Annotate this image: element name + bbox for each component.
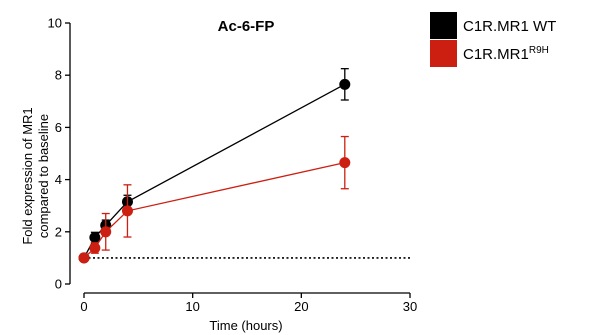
x-tick-label-10: 10	[185, 299, 199, 314]
legend: C1R.MR1 WT C1R.MR1R9H	[430, 12, 556, 67]
series-1-point-1	[89, 242, 101, 254]
series-1-point-0	[78, 252, 90, 264]
legend-swatch-r9h	[430, 40, 457, 67]
legend-label-r9h-superscript: R9H	[529, 45, 549, 56]
series-0-point-1	[89, 232, 101, 244]
y-tick-label-4: 4	[55, 172, 62, 187]
x-axis-title: Time (hours)	[209, 318, 282, 333]
y-tick-label-8: 8	[55, 68, 62, 83]
legend-swatch-wt	[430, 12, 457, 39]
x-tick-label-0: 0	[80, 299, 87, 314]
series-0	[78, 68, 351, 264]
series-1-point-3	[121, 205, 133, 217]
y-axis-title-line-2: compared to baseline	[36, 114, 51, 238]
y-axis-title-line-1: Fold expression of MR1	[20, 107, 35, 244]
y-axis-title: Fold expression of MR1 compared to basel…	[20, 107, 51, 244]
y-tick-label-0: 0	[55, 277, 62, 292]
axes: 0 2 4 6 8 10 0 10 20 30	[48, 16, 418, 315]
legend-label-r9h: C1R.MR1R9H	[463, 45, 549, 63]
legend-label-wt: C1R.MR1 WT	[463, 18, 556, 35]
series-1-point-2	[100, 226, 112, 238]
plot-area	[78, 68, 410, 264]
series-1	[78, 135, 351, 264]
y-tick-label-2: 2	[55, 224, 62, 239]
x-tick-label-30: 30	[403, 299, 417, 314]
series-1-point-4	[339, 157, 351, 169]
chart-title: Ac-6-FP	[218, 18, 275, 35]
series-0-point-4	[339, 78, 351, 90]
y-tick-label-6: 6	[55, 120, 62, 135]
y-tick-label-10: 10	[48, 16, 62, 31]
x-tick-label-20: 20	[294, 299, 308, 314]
legend-label-r9h-main: C1R.MR1	[463, 46, 529, 63]
